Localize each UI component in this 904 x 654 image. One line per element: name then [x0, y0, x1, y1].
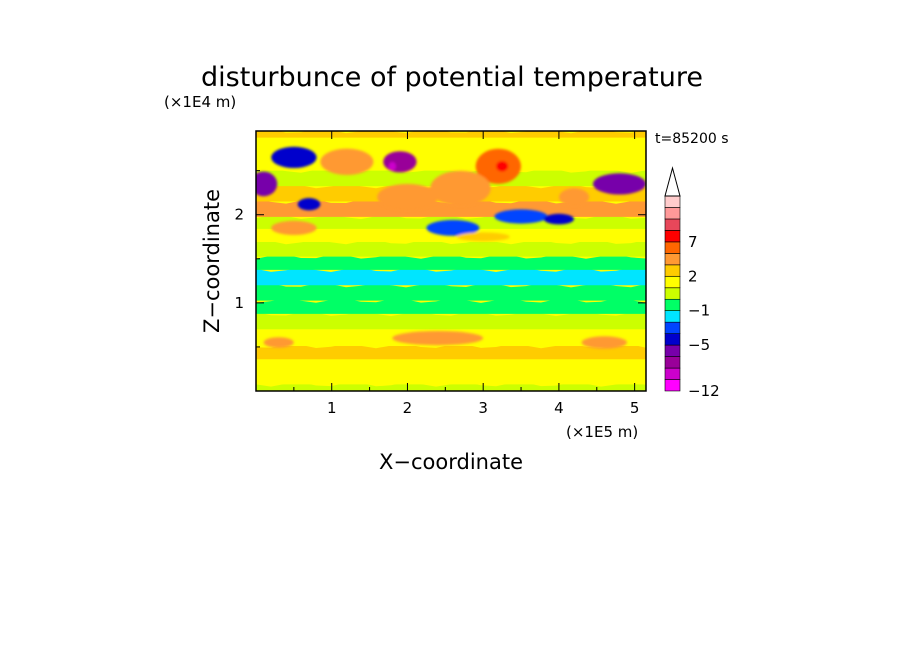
time-label: t=85200 s	[655, 131, 729, 147]
colorbar-swatch	[664, 241, 681, 254]
colorbar-swatch	[664, 253, 681, 266]
colorbar-swatch	[664, 195, 681, 208]
colorbar-tick-label: −1	[688, 302, 710, 320]
colorbar-swatch	[664, 379, 681, 392]
contour-band	[256, 199, 646, 217]
contour-blob	[383, 151, 417, 173]
x-tick-label: 1	[327, 399, 337, 417]
contour-blob	[392, 331, 484, 346]
colorbar	[664, 166, 681, 392]
contour-blob	[271, 220, 317, 235]
contour-band	[256, 283, 646, 301]
colorbar-labels: −12−5−127	[688, 233, 720, 400]
contour-bands	[256, 131, 646, 391]
contour-blob	[593, 173, 646, 195]
x-tick-label: 3	[478, 399, 488, 417]
colorbar-tick-label: 2	[688, 267, 698, 285]
contour-band	[256, 370, 646, 385]
contour-blob	[388, 161, 397, 171]
contour-band	[256, 135, 646, 154]
colorbar-swatch	[664, 321, 681, 334]
contour-blob	[263, 337, 294, 348]
contour-band	[256, 239, 646, 257]
x-unit-label: (×1E5 m)	[566, 423, 638, 441]
contour-blobs	[256, 146, 646, 349]
colorbar-swatch	[664, 367, 681, 380]
plot-area	[256, 131, 646, 391]
contour-band	[256, 267, 646, 286]
colorbar-swatch	[664, 287, 681, 300]
chart-title: disturbunce of potential temperature	[201, 62, 703, 93]
contour-band	[256, 311, 646, 330]
contour-blob	[559, 188, 590, 206]
colorbar-swatch	[664, 230, 681, 243]
colorbar-tick-label: −12	[688, 382, 720, 400]
contour-blob	[271, 146, 317, 168]
contour-blob	[426, 220, 480, 236]
colorbar-swatch	[664, 207, 681, 220]
contour-blob	[456, 232, 510, 242]
colorbar-tick-label: −5	[688, 336, 710, 354]
contour-blob	[320, 148, 374, 175]
contour-band	[256, 343, 646, 360]
colorbar-swatch	[664, 218, 681, 231]
x-tick-label: 2	[403, 399, 413, 417]
y-axis-ticks: 12	[234, 170, 646, 348]
colorbar-swatch	[664, 333, 681, 346]
contour-blob	[581, 336, 627, 349]
contour-band	[256, 382, 646, 391]
colorbar-tick-label: 7	[688, 233, 698, 251]
y-unit-label: (×1E4 m)	[164, 93, 236, 111]
contour-blob	[543, 213, 575, 225]
colorbar-swatch	[664, 298, 681, 311]
contour-band	[256, 357, 646, 373]
colorbar-swatch	[664, 310, 681, 323]
contour-blob	[496, 161, 509, 172]
x-tick-label: 5	[630, 399, 640, 417]
contour-blob	[377, 183, 438, 211]
contour-blob	[430, 170, 491, 206]
y-tick-label: 1	[234, 294, 244, 312]
x-tick-label: 4	[554, 399, 564, 417]
colorbar-swatch	[664, 356, 681, 369]
plot-frame	[255, 130, 647, 392]
y-tick-label: 2	[234, 206, 244, 224]
colorbar-extension-arrow	[664, 166, 681, 197]
colorbar-swatch	[664, 275, 681, 289]
contour-band	[256, 131, 646, 138]
contour-band	[256, 254, 646, 270]
colorbar-swatch	[664, 264, 681, 277]
x-axis-title: X−coordinate	[379, 450, 523, 474]
x-axis-ticks: 1 2 3 4 5	[293, 131, 640, 417]
y-axis-title: Z−coordinate	[200, 189, 224, 333]
contour-band	[256, 298, 646, 314]
contour-blob	[494, 209, 548, 224]
colorbar-swatch	[664, 344, 681, 357]
contour-blob	[297, 198, 321, 211]
contour-blob	[256, 171, 278, 197]
